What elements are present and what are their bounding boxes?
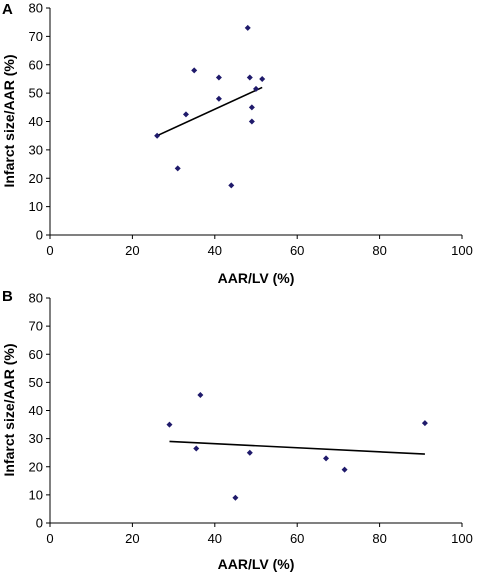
y-tick-label: 50 bbox=[29, 86, 43, 101]
y-tick-label: 0 bbox=[36, 516, 43, 531]
data-point bbox=[182, 111, 189, 118]
x-tick-label: 40 bbox=[208, 243, 222, 258]
data-points-a bbox=[154, 24, 266, 189]
y-ticks-a: 0 10 20 30 40 50 60 70 80 bbox=[29, 1, 50, 243]
y-tick-label: 10 bbox=[29, 199, 43, 214]
data-point bbox=[193, 445, 200, 452]
data-point bbox=[197, 392, 204, 399]
y-tick-label: 30 bbox=[29, 431, 43, 446]
y-tick-label: 80 bbox=[29, 1, 43, 16]
panel-label-a: A bbox=[2, 1, 13, 18]
y-tick-label: 40 bbox=[29, 403, 43, 418]
panel-label-b: B bbox=[2, 288, 13, 305]
panel-a: A 0 10 20 30 40 50 60 70 80 0 20 40 60 80 100 AAR/LV … bbox=[1, 1, 473, 287]
data-point bbox=[174, 165, 181, 172]
x-tick-label: 100 bbox=[451, 531, 473, 546]
y-tick-label: 30 bbox=[29, 142, 43, 157]
y-axis-title-a: Infarct size/AAR (%) bbox=[1, 54, 17, 187]
data-point bbox=[215, 74, 222, 81]
data-point bbox=[341, 466, 348, 473]
x-tick-label: 80 bbox=[372, 243, 386, 258]
x-tick-label: 100 bbox=[451, 243, 473, 258]
x-ticks-a: 0 20 40 60 80 100 bbox=[46, 235, 473, 258]
y-axis-title-b: Infarct size/AAR (%) bbox=[1, 343, 17, 476]
y-tick-label: 20 bbox=[29, 459, 43, 474]
x-tick-label: 20 bbox=[125, 243, 139, 258]
x-tick-label: 80 bbox=[372, 531, 386, 546]
data-point bbox=[244, 24, 251, 31]
y-tick-label: 80 bbox=[29, 291, 43, 306]
data-point bbox=[259, 75, 266, 82]
data-point bbox=[421, 420, 428, 427]
panel-b: B 0 10 20 30 40 50 60 70 80 0 20 40 60 80 100 AAR/LV … bbox=[1, 288, 473, 572]
y-tick-label: 20 bbox=[29, 171, 43, 186]
data-points-b bbox=[166, 392, 428, 501]
y-tick-label: 60 bbox=[29, 57, 43, 72]
x-tick-label: 60 bbox=[290, 531, 304, 546]
data-point bbox=[323, 455, 330, 462]
data-point bbox=[246, 449, 253, 456]
data-point bbox=[228, 182, 235, 189]
y-tick-label: 0 bbox=[36, 228, 43, 243]
trendline-a bbox=[156, 86, 263, 137]
data-point bbox=[253, 85, 259, 92]
data-point bbox=[248, 104, 255, 111]
x-ticks-b: 0 20 40 60 80 100 bbox=[46, 523, 473, 546]
x-axis-title-b: AAR/LV (%) bbox=[218, 556, 295, 572]
y-tick-label: 40 bbox=[29, 114, 43, 129]
y-tick-label: 10 bbox=[29, 487, 43, 502]
data-point bbox=[248, 118, 255, 125]
y-tick-label: 50 bbox=[29, 375, 43, 390]
y-ticks-b: 0 10 20 30 40 50 60 70 80 bbox=[29, 291, 50, 531]
trendline-b bbox=[169, 440, 425, 455]
y-tick-label: 60 bbox=[29, 347, 43, 362]
y-tick-label: 70 bbox=[29, 319, 43, 334]
x-axis-title-a: AAR/LV (%) bbox=[218, 270, 295, 286]
x-tick-label: 40 bbox=[208, 531, 222, 546]
data-point bbox=[246, 74, 253, 81]
data-point bbox=[191, 67, 198, 74]
y-tick-label: 70 bbox=[29, 29, 43, 44]
data-point bbox=[166, 421, 173, 428]
data-point bbox=[154, 132, 161, 139]
x-tick-label: 20 bbox=[125, 531, 139, 546]
data-point bbox=[215, 95, 222, 102]
data-point bbox=[232, 494, 239, 501]
x-tick-label: 0 bbox=[46, 531, 53, 546]
x-tick-label: 0 bbox=[46, 243, 53, 258]
x-tick-label: 60 bbox=[290, 243, 304, 258]
